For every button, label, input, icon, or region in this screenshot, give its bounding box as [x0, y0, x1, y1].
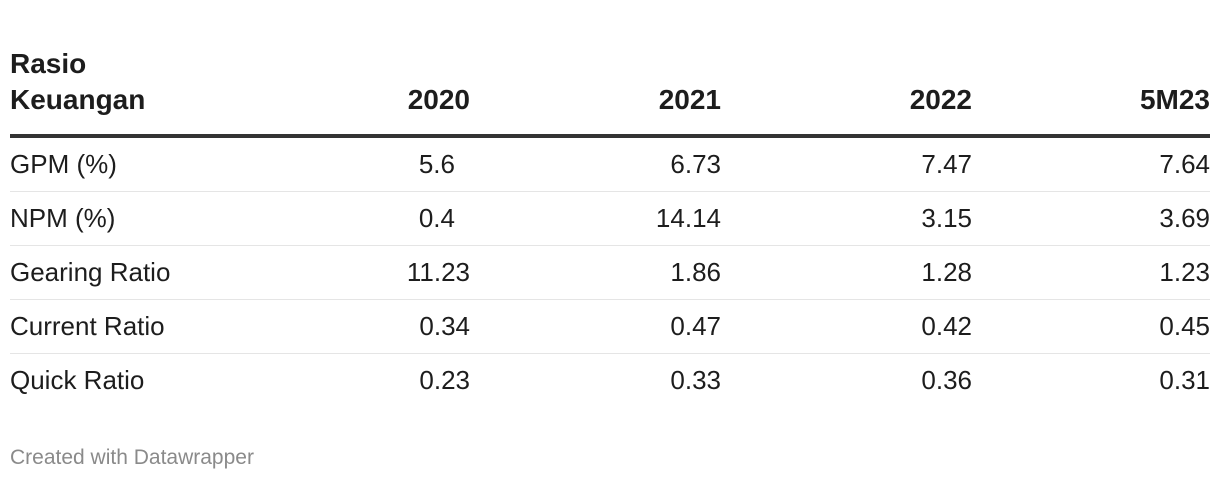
table-cell: 14.14 [470, 191, 721, 246]
table-cell: 1.28 [721, 245, 972, 300]
table-cell: 7.47 [721, 136, 972, 192]
table-cell: 5.6 [220, 136, 470, 192]
table-row: Gearing Ratio 11.23 1.86 1.28 1.23 [10, 245, 1210, 300]
row-label: Quick Ratio [10, 365, 145, 395]
table-row: Quick Ratio 0.23 0.33 0.36 0.31 [10, 354, 1210, 408]
table-row: Current Ratio 0.34 0.47 0.42 0.45 [10, 299, 1210, 354]
column-header-2022[interactable]: 2022 [721, 46, 972, 138]
row-label: Current Ratio [10, 299, 220, 354]
table-cell: 3.15 [721, 191, 972, 246]
table-cell: 0.33 [670, 365, 721, 395]
table-row: GPM (%) 5.6 6.73 7.47 7.64 [10, 136, 1210, 192]
column-header-2021[interactable]: 2021 [470, 46, 721, 138]
table-cell: 0.4 [220, 191, 470, 246]
table-cell: 1.86 [470, 245, 721, 300]
table-cell: 0.42 [721, 299, 972, 354]
table-cell: 0.34 [220, 299, 470, 354]
row-label: GPM (%) [10, 136, 220, 192]
table-row: NPM (%) 0.4 14.14 3.15 3.69 [10, 191, 1210, 246]
table-cell: 1.23 [972, 245, 1210, 300]
table-cell: 0.31 [1159, 365, 1210, 395]
row-label: NPM (%) [10, 191, 220, 246]
table-cell: 0.23 [419, 365, 470, 395]
table-cell: 0.36 [921, 365, 972, 395]
column-header-rasio-keuangan[interactable]: Rasio Keuangan [10, 46, 220, 138]
column-header-2020[interactable]: 2020 [220, 46, 470, 138]
table-cell: 11.23 [220, 245, 470, 300]
column-header-5m23[interactable]: 5M23 [972, 46, 1210, 138]
table-cell: 3.69 [972, 191, 1210, 246]
table-cell: 0.47 [470, 299, 721, 354]
financial-ratio-table: Rasio Keuangan 2020 2021 2022 5M23 GPM (… [10, 46, 1210, 407]
table-cell: 6.73 [470, 136, 721, 192]
row-label: Gearing Ratio [10, 245, 220, 300]
table-cell: 7.64 [972, 136, 1210, 192]
header-row: Rasio Keuangan 2020 2021 2022 5M23 [10, 46, 1210, 138]
table-cell: 0.45 [972, 299, 1210, 354]
datawrapper-credit[interactable]: Created with Datawrapper [10, 446, 254, 469]
